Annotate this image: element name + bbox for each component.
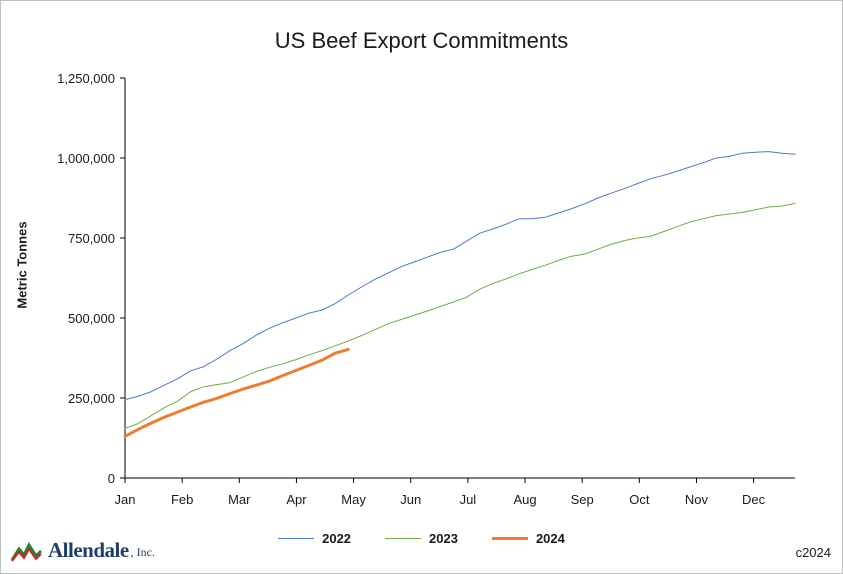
x-tick-label: Mar [228, 492, 251, 507]
series-line-2022 [124, 151, 796, 401]
legend-label: 2023 [429, 531, 458, 546]
legend-swatch [491, 537, 528, 540]
legend-swatch [278, 538, 315, 539]
legend-swatch [385, 538, 422, 539]
legend-item-2024: 2024 [491, 531, 565, 546]
x-tick-label: May [341, 492, 366, 507]
y-tick-label: 1,250,000 [57, 71, 115, 86]
x-tick-label: Sep [571, 492, 594, 507]
y-tick-label: 250,000 [68, 391, 115, 406]
x-tick-label: Jun [400, 492, 421, 507]
chart-legend: 2022 2023 2024 [0, 531, 843, 546]
x-tick-label: Feb [171, 492, 193, 507]
x-tick-label: Aug [513, 492, 536, 507]
legend-label: 2022 [322, 531, 352, 546]
x-tick-label: Dec [742, 492, 766, 507]
x-tick-label: Nov [685, 492, 709, 507]
logo-wordmark: Allendale [48, 538, 129, 562]
series-line-2024 [123, 347, 350, 438]
y-tick-label: 500,000 [68, 311, 115, 326]
legend-item-2023: 2023 [385, 531, 458, 546]
allendale-logo: Allendale , Inc. [10, 538, 155, 563]
allendale-logo-icon [10, 541, 43, 562]
series-line-2023 [124, 202, 796, 429]
chart-title: US Beef Export Commitments [274, 28, 569, 53]
x-tick-label: Apr [286, 492, 307, 507]
y-tick-label: 750,000 [68, 231, 115, 246]
x-tick-label: Oct [629, 492, 650, 507]
y-tick-label: 1,000,000 [57, 151, 115, 166]
copyright-text: c2024 [795, 545, 831, 560]
y-tick-label: 0 [108, 471, 115, 486]
x-tick-label: Jan [115, 492, 136, 507]
logo-suffix: , Inc. [130, 545, 155, 559]
legend-item-2022: 2022 [278, 531, 351, 546]
x-tick-label: Jul [460, 492, 477, 507]
legend-label: 2024 [535, 531, 565, 546]
